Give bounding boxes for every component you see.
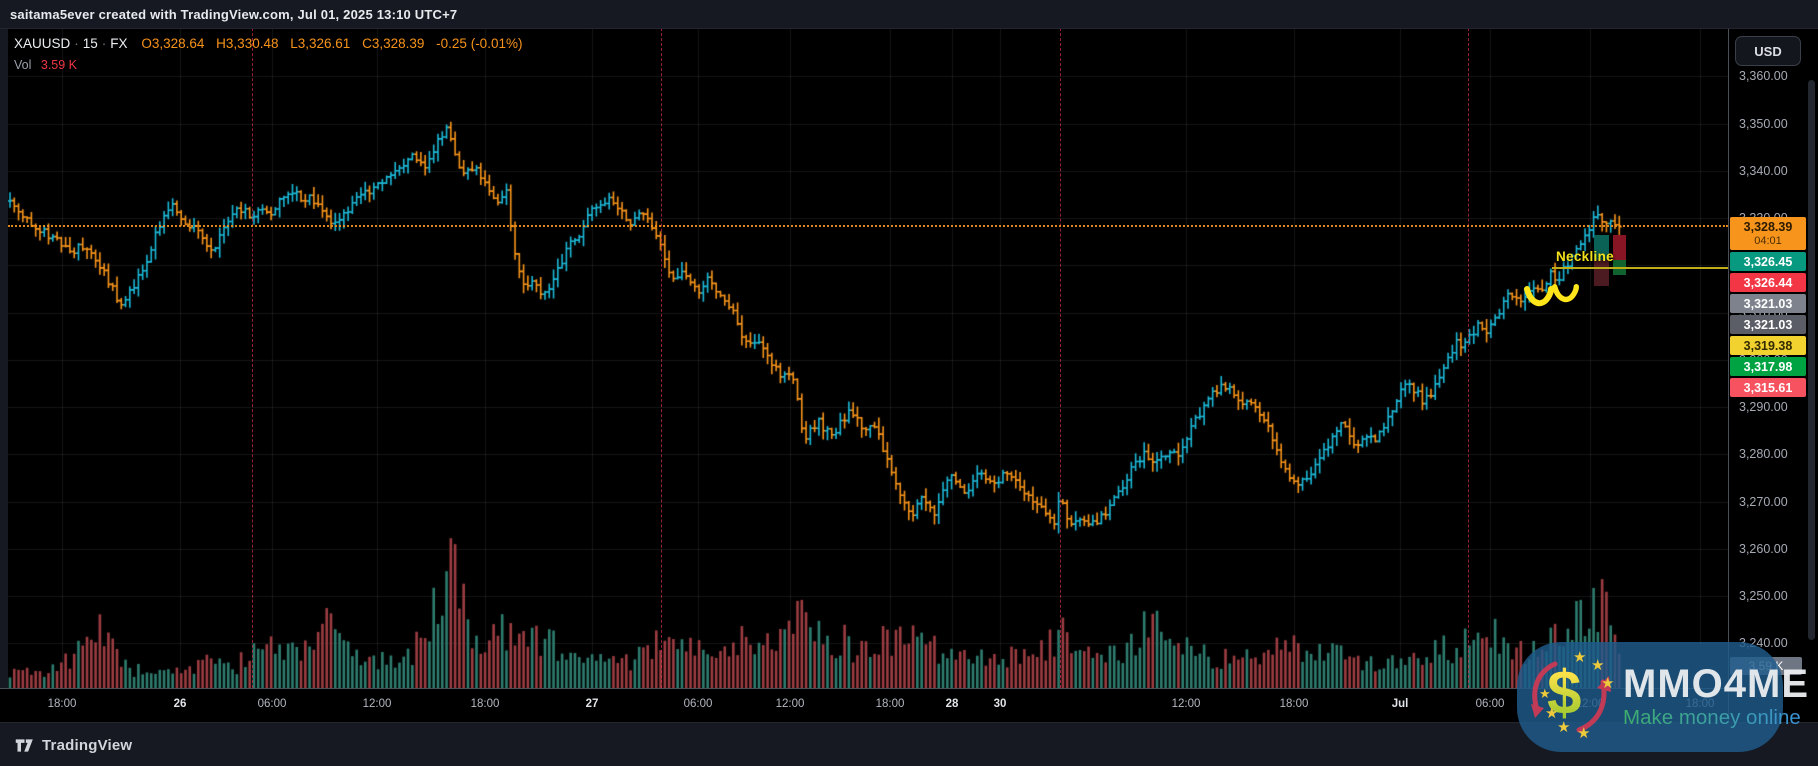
time-tick-label: 06:00 (257, 698, 287, 710)
tradingview-logo-icon (15, 738, 33, 752)
time-tick-label: 26 (173, 698, 187, 710)
high-label: H (216, 36, 226, 51)
attribution-title: saitama5ever created with TradingView.co… (10, 6, 458, 22)
star-icon: ★ (1601, 675, 1615, 692)
star-icon: ★ (1557, 719, 1571, 736)
mmo4me-watermark: $ ★ ★ ★ ★ ★ ★ ★ MMO4ME Make money online (1517, 642, 1808, 752)
interval-value[interactable]: 15 (82, 36, 98, 51)
time-axis[interactable]: 18:00 26 06:00 12:00 18:00 27 06:00 12:00 18:00 2… (0, 688, 1728, 723)
current-price-dotted-line (8, 224, 1728, 227)
neckline-horizontal-ray[interactable] (1552, 267, 1728, 270)
open-value: 3,328.64 (151, 36, 205, 51)
symbol-legend: XAUUSD · 15 · FX O3,328.64 H3,330.48 L3,326.… (14, 35, 522, 74)
price-level-badge: 3,317.98 (1730, 357, 1806, 376)
price-tick-label: 3,260.00 (1739, 541, 1788, 556)
price-tick-label: 3,280.00 (1739, 447, 1788, 462)
tradingview-logo-text: TradingView (42, 736, 133, 754)
session-break-line (1468, 28, 1469, 688)
price-level-badge: 3,326.44 (1730, 273, 1806, 292)
star-icon: ★ (1545, 705, 1559, 722)
mmo4me-dollar-icon: $ ★ ★ ★ ★ ★ ★ ★ (1517, 642, 1621, 752)
smiley-brush-drawing[interactable] (1552, 282, 1579, 304)
time-tick-label: 18:00 (470, 698, 500, 710)
price-axis[interactable]: USD 3,360.003,350.003,340.003,330.003,32… (1728, 28, 1818, 722)
change-value: -0.25 (-0.01%) (436, 36, 523, 51)
time-tick-label: 30 (993, 698, 1007, 710)
top-attribution-bar: saitama5ever created with TradingView.co… (0, 0, 1818, 29)
star-icon: ★ (1573, 649, 1587, 666)
session-break-line (661, 28, 662, 688)
close-value: 3,328.39 (371, 36, 425, 51)
long-position-loss-zone[interactable] (1594, 260, 1609, 286)
session-break-line (252, 28, 253, 688)
price-tick-label: 3,270.00 (1739, 494, 1788, 509)
price-level-badge: 3,321.03 (1730, 294, 1806, 313)
time-tick-label: Jul (1391, 698, 1409, 710)
short-position-loss-zone[interactable] (1613, 234, 1626, 261)
open-label: O (141, 36, 152, 51)
star-icon: ★ (1591, 657, 1605, 674)
time-tick-label: 27 (585, 698, 599, 710)
volume-label: Vol (14, 58, 32, 72)
mmo4me-subtitle: Make money online (1623, 706, 1809, 730)
volume-legend-row[interactable]: Vol 3.59 K (14, 56, 522, 74)
symbol-name[interactable]: XAUUSD (14, 36, 71, 51)
time-tick-label: 28 (945, 698, 959, 710)
time-tick-label: 12:00 (362, 698, 392, 710)
time-tick-label: 18:00 (1279, 698, 1309, 710)
time-tick-label: 12:00 (775, 698, 805, 710)
price-level-badge: 3,321.03 (1730, 315, 1806, 334)
volume-value: 3.59 K (40, 58, 78, 72)
price-tick-label: 3,340.00 (1739, 163, 1788, 178)
price-level-badge: 3,315.61 (1730, 378, 1806, 397)
price-axis-scrollbar[interactable] (1808, 80, 1815, 640)
left-gutter (0, 28, 8, 722)
neckline-text-label[interactable]: Neckline (1556, 249, 1614, 264)
session-break-line (1060, 28, 1061, 688)
price-level-badge: 3,326.45 (1730, 252, 1806, 271)
price-tick-label: 3,250.00 (1739, 589, 1788, 603)
time-tick-label: 12:00 (1171, 698, 1201, 710)
low-label: L (290, 36, 298, 51)
price-tick-label: 3,360.00 (1739, 69, 1788, 84)
close-label: C (362, 36, 372, 51)
symbol-ohlc-row[interactable]: XAUUSD · 15 · FX O3,328.64 H3,330.48 L3,326.… (14, 36, 523, 51)
time-tick-label: 06:00 (1475, 698, 1505, 710)
tradingview-logo-link[interactable]: TradingView (14, 735, 132, 756)
mmo4me-title: MMO4ME (1623, 662, 1809, 706)
exchange-name[interactable]: FX (110, 36, 128, 51)
star-icon: ★ (1577, 725, 1591, 742)
price-level-badge: 3,328.39 04:01 (1730, 217, 1806, 250)
time-tick-label: 06:00 (683, 698, 713, 710)
price-tick-label: 3,290.00 (1739, 400, 1788, 414)
price-level-badge: 3,319.38 (1730, 336, 1806, 355)
smiley-brush-drawing[interactable] (1524, 284, 1554, 308)
mmo4me-arrows-icon (1531, 661, 1611, 733)
price-tick-label: 3,350.00 (1739, 116, 1788, 131)
time-tick-label: 18:00 (47, 698, 77, 710)
long-position-profit-zone[interactable] (1594, 234, 1609, 261)
high-value: 3,330.48 (225, 36, 279, 51)
low-value: 3,326.61 (297, 36, 351, 51)
time-tick-label: 18:00 (875, 698, 905, 710)
price-chart-canvas[interactable] (8, 28, 1728, 688)
star-icon: ★ (1539, 686, 1551, 701)
bottom-brand-bar: TradingView (0, 722, 1818, 766)
currency-usd-button[interactable]: USD (1735, 36, 1801, 66)
